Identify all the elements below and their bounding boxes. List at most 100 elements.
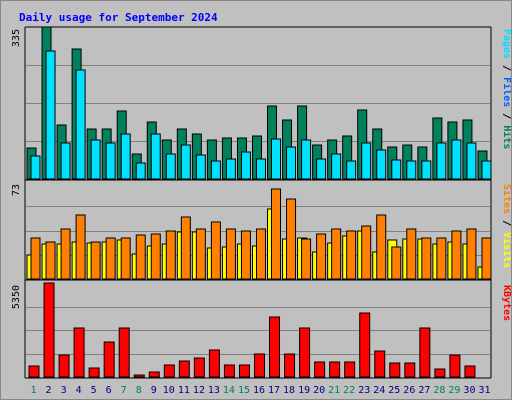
day-label: 31 [478, 385, 490, 396]
day-label: 16 [253, 385, 265, 396]
day-label: 19 [298, 385, 310, 396]
legend-part: / [501, 59, 511, 77]
day-label: 29 [448, 385, 460, 396]
sites-bar [391, 246, 402, 280]
kbytes-bar [269, 316, 281, 378]
files-bar [436, 142, 447, 180]
sites-bar [331, 228, 342, 280]
files-bar [451, 139, 462, 180]
sites-bar [135, 234, 146, 280]
legend-part: / [501, 107, 511, 125]
kbytes-bar [404, 362, 416, 378]
files-bar [421, 160, 432, 180]
sites-bar [376, 214, 387, 280]
kbytes-bar [238, 364, 250, 378]
kbytes-bar [148, 371, 160, 378]
legend-part: Sites [501, 184, 511, 214]
sites-bar [436, 237, 447, 280]
y-max-label: 73 [11, 184, 22, 196]
kbytes-bar [118, 327, 130, 378]
files-bar [135, 162, 146, 180]
day-label: 14 [223, 385, 235, 396]
files-bar [105, 142, 116, 180]
day-label: 9 [151, 385, 157, 396]
files-bar [75, 69, 86, 180]
day-label: 28 [433, 385, 445, 396]
kbytes-bar [88, 367, 100, 378]
kbytes-bar [43, 282, 55, 378]
day-label: 1 [31, 385, 37, 396]
sites-bar [180, 216, 191, 280]
kbytes-bar [389, 362, 401, 378]
kbytes-bar [178, 360, 190, 378]
files-bar [481, 160, 492, 180]
day-label: 11 [178, 385, 190, 396]
sites-bar [421, 237, 432, 280]
series-legend-label: Pages / Files / Hits [501, 29, 511, 149]
files-bar [286, 146, 297, 180]
day-label: 15 [238, 385, 250, 396]
day-label: 3 [61, 385, 67, 396]
files-bar [225, 158, 236, 180]
y-max-label: 5350 [11, 285, 22, 309]
kbytes-bar [314, 361, 326, 378]
sites-bar [105, 237, 116, 280]
kbytes-bar [449, 354, 461, 378]
day-label: 21 [328, 385, 340, 396]
sites-bar [451, 230, 462, 280]
sites-bar [60, 228, 71, 280]
day-label: 10 [163, 385, 175, 396]
sites-bar [30, 237, 41, 280]
sites-bar [150, 233, 161, 280]
sites-bar [45, 241, 56, 280]
chart-title: Daily usage for September 2024 [19, 11, 218, 24]
kbytes-bar [58, 354, 70, 378]
sites-bar [255, 228, 266, 280]
files-bar [60, 142, 71, 180]
sites-bar [195, 228, 206, 280]
sites-bar [90, 241, 101, 280]
kbytes-bar [434, 368, 446, 378]
sites-bar [316, 233, 327, 280]
sites-bar [120, 237, 131, 280]
files-bar [391, 159, 402, 180]
files-bar [331, 153, 342, 180]
kbytes-bar [419, 327, 431, 378]
files-bar [376, 149, 387, 180]
sites-bar [346, 230, 357, 280]
sites-bar [406, 228, 417, 280]
day-label: 18 [283, 385, 295, 396]
series-legend-label: Sites / Visits [501, 184, 511, 268]
kbytes-bar [73, 327, 85, 378]
day-label: 27 [418, 385, 430, 396]
legend-part: Files [501, 77, 511, 107]
files-bar [271, 138, 282, 180]
kbytes-bar [299, 327, 311, 378]
y-max-label: 335 [11, 29, 22, 47]
files-bar [301, 139, 312, 180]
day-label: 5 [91, 385, 97, 396]
day-label: 20 [313, 385, 325, 396]
day-label: 8 [136, 385, 142, 396]
kbytes-bar [284, 353, 296, 378]
files-bar [406, 160, 417, 180]
kbytes-bar [253, 353, 265, 378]
sites-bar [466, 228, 477, 280]
files-bar [45, 50, 56, 180]
day-label: 30 [463, 385, 475, 396]
files-bar [255, 158, 266, 180]
day-label: 26 [403, 385, 415, 396]
sites-bar [225, 228, 236, 280]
files-bar [210, 160, 221, 180]
files-bar [90, 139, 101, 180]
kbytes-bar [208, 349, 220, 378]
sites-bar [301, 238, 312, 280]
day-label: 24 [373, 385, 385, 396]
files-bar [180, 144, 191, 180]
files-bar [165, 153, 176, 180]
legend-part: KBytes [501, 285, 511, 321]
sites-bar [240, 230, 251, 280]
files-bar [150, 133, 161, 180]
sites-bar [75, 214, 86, 280]
